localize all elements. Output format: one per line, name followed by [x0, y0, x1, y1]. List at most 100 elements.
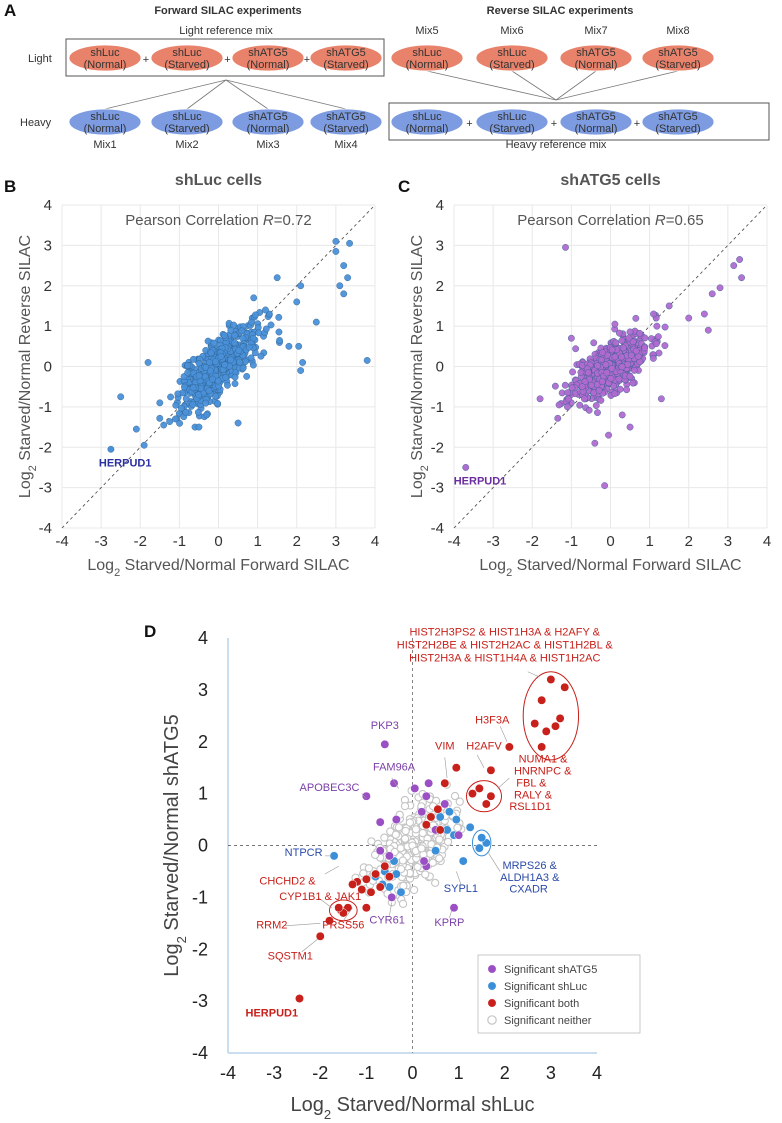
label-leader-line: [476, 754, 485, 768]
legend-box: [477, 954, 641, 1034]
sample-line1: shATG5: [576, 111, 616, 123]
data-point: [590, 339, 598, 347]
label-leader-line: [497, 777, 510, 789]
point-label: KPRP: [434, 917, 464, 929]
y-tick-label: -1: [192, 887, 208, 907]
point-label: FAM96A: [373, 761, 416, 773]
point-significant-both: [486, 791, 496, 801]
data-point: [234, 419, 242, 427]
data-point: [685, 314, 693, 322]
sample-oval-shape: [68, 108, 142, 136]
point-significant-shatg5: [424, 778, 434, 788]
y-tick-label: -4: [39, 520, 52, 537]
x-tick-label: 4: [371, 533, 379, 550]
point-significant-neither: [435, 835, 444, 844]
mixing-line: [511, 70, 557, 101]
point-significant-neither: [421, 870, 430, 879]
sample-line2: (Normal): [406, 123, 449, 135]
y-tick-label: 1: [198, 784, 208, 804]
data-point: [632, 314, 640, 322]
data-point: [221, 361, 229, 369]
point-label: SQSTM1: [268, 951, 313, 963]
heavy-reverse-sample: shATG5(Starved): [641, 108, 715, 136]
data-point: [567, 334, 575, 342]
herpud1-label: HERPUD1: [454, 475, 507, 487]
data-point: [212, 358, 219, 366]
point-significant-both: [433, 804, 443, 814]
data-point: [184, 362, 192, 369]
data-point: [140, 441, 148, 449]
data-point: [576, 401, 584, 409]
data-point: [209, 375, 216, 383]
legend-marker-neither: [487, 1015, 497, 1025]
mixing-line: [426, 70, 557, 101]
data-point: [599, 349, 607, 357]
point-significant-both: [295, 994, 304, 1003]
point-significant-both: [451, 763, 461, 773]
data-point: [626, 373, 634, 380]
data-point: [618, 363, 626, 371]
label-leader-line: [449, 910, 452, 919]
legend-label-both: Significant both: [504, 998, 579, 1010]
point-significant-both: [366, 887, 376, 897]
point-significant-shluc: [396, 887, 406, 897]
data-point: [607, 375, 615, 382]
data-point: [203, 411, 211, 419]
light-row-label: Light: [28, 53, 52, 65]
heavy-forward-sample: shATG5(Starved): [309, 108, 383, 136]
data-point: [275, 328, 283, 336]
data-point: [611, 353, 619, 361]
sample-oval-shape: [68, 44, 142, 72]
x-tick-label: -4: [220, 1063, 236, 1083]
mix-label: Mix8: [666, 25, 689, 37]
x-tick-label: -2: [134, 533, 147, 550]
cluster-ellipse: [465, 780, 503, 813]
data-point: [536, 395, 544, 403]
data-point: [594, 362, 601, 370]
label-leader-line: [343, 907, 353, 921]
y-axis-label: Log2 Starved/Normal Reverse SILAC: [17, 235, 39, 498]
mix-label: Mix1: [93, 139, 116, 151]
data-point: [736, 256, 744, 263]
label-leader-line: [391, 777, 399, 789]
data-point: [591, 439, 599, 447]
point-significant-both: [371, 869, 381, 879]
point-significant-shluc: [458, 856, 468, 866]
heavy-reverse-sample: shLuc(Normal): [390, 108, 464, 136]
point-significant-shatg5: [384, 851, 394, 861]
light-forward-sample: shLuc(Starved): [150, 44, 224, 72]
mixing-line: [186, 79, 227, 110]
data-point: [182, 395, 190, 403]
plus-sign: +: [304, 54, 310, 66]
sample-oval-shape: [559, 44, 633, 72]
panel-letter-d: D: [144, 622, 156, 641]
x-tick-label: -2: [526, 533, 539, 550]
plus-sign: +: [634, 118, 640, 130]
x-tick-label: -3: [266, 1063, 282, 1083]
data-point: [177, 404, 185, 412]
y-tick-label: 3: [198, 680, 208, 700]
point-significant-neither: [417, 844, 426, 853]
x-tick-label: -3: [94, 533, 107, 550]
data-point: [210, 339, 218, 347]
mix-label: Mix6: [500, 25, 523, 37]
legend-marker-shatg5: [487, 964, 497, 974]
x-axis-subscript: 2: [506, 567, 512, 579]
point-label: SYPL1: [444, 883, 478, 895]
data-point: [730, 262, 738, 269]
data-point: [222, 373, 230, 381]
point-significant-shatg5: [417, 807, 427, 817]
y-axis-label-rest: Starved/Normal Reverse SILAC: [409, 235, 426, 465]
data-point: [231, 331, 239, 339]
y-tick-label: 3: [44, 237, 52, 254]
x-tick-label: 4: [592, 1063, 602, 1083]
sample-line2: (Starved): [489, 123, 534, 135]
point-significant-shatg5: [410, 783, 420, 793]
y-tick-label: 2: [44, 278, 52, 295]
point-label: CHCHD2 &: [259, 875, 316, 887]
point-significant-neither: [364, 864, 374, 873]
sample-line2: (Normal): [84, 123, 127, 135]
y-tick-label: -4: [192, 1043, 208, 1063]
data-point: [230, 321, 238, 329]
